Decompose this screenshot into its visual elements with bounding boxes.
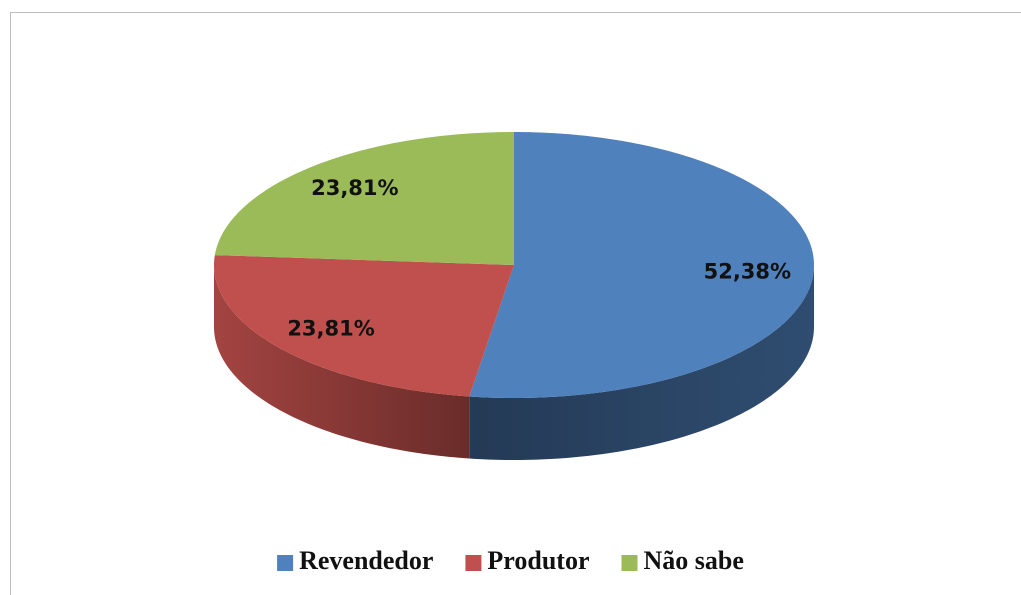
legend-label: Não sabe [644, 546, 744, 575]
slice-side [214, 265, 470, 459]
legend-swatch [465, 555, 482, 571]
value-label: 23,81% [311, 176, 398, 200]
legend-label: Produtor [487, 546, 589, 575]
slice [214, 255, 515, 397]
legend-swatch [621, 555, 638, 571]
slice-side [469, 265, 814, 460]
value-label: 52,38% [704, 260, 791, 284]
slice [469, 132, 814, 398]
slice [214, 132, 514, 265]
legend-label: Revendedor [299, 546, 433, 575]
value-label: 23,81% [287, 317, 374, 341]
legend-swatch [277, 555, 294, 571]
